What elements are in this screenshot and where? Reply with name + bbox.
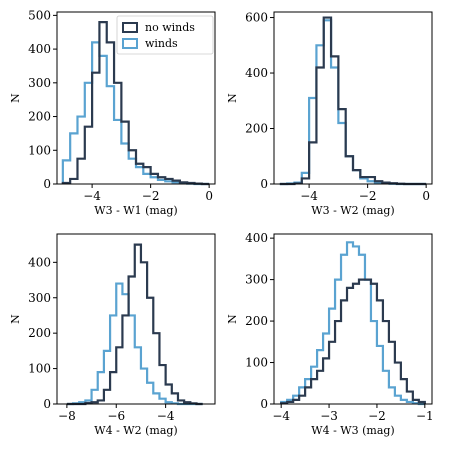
axes-frame: [273, 11, 433, 185]
x-axis-label: W4 - W2 (mag): [94, 424, 177, 437]
y-tick-label: 200: [245, 314, 268, 328]
histogram-no-winds: [66, 243, 203, 406]
legend-swatch-no-winds: [122, 22, 138, 33]
legend-box: [116, 15, 214, 55]
legend-swatch-winds: [122, 38, 138, 49]
y-tick-label: 400: [245, 231, 268, 245]
x-tick-label: −2: [142, 189, 160, 203]
y-tick-label: 0: [260, 177, 268, 191]
x-tick-label: −4: [272, 409, 290, 423]
y-axis-label: N: [226, 93, 239, 103]
x-tick-label: −1: [416, 409, 434, 423]
x-tick-label: −2: [359, 189, 377, 203]
y-tick-label: 100: [245, 356, 268, 370]
chart-panel-2: −4 −2 0 0 200 400 600 W3 - W2 (mag) N: [226, 11, 433, 217]
y-tick-label: 0: [43, 177, 51, 191]
y-tick-label: 300: [245, 273, 268, 287]
histogram-no-winds: [61, 21, 210, 186]
y-tick-label: 400: [28, 42, 51, 56]
y-tick-label: 200: [245, 122, 268, 136]
x-tick-label: −4: [157, 409, 175, 423]
chart-panel-1: −4 −2 0 0 100 200 300 400 500 W3 - W1 (mag) Nno wi…: [9, 8, 216, 217]
y-tick-label: 400: [245, 66, 268, 80]
x-tick-label: −4: [83, 189, 101, 203]
histogram-no-winds: [279, 16, 427, 186]
y-tick-label: 200: [28, 110, 51, 124]
axes-frame: [56, 11, 216, 185]
legend-label-winds: winds: [145, 37, 178, 50]
x-tick-label: 0: [422, 189, 430, 203]
x-tick-label: −3: [320, 409, 338, 423]
axes-frame: [56, 233, 216, 405]
histogram-winds: [66, 282, 203, 406]
y-tick-label: 200: [28, 326, 51, 340]
x-tick-label: 0: [205, 189, 213, 203]
x-tick-label: −6: [107, 409, 125, 423]
y-tick-label: 0: [43, 397, 51, 411]
y-axis-label: N: [9, 314, 22, 324]
y-tick-label: 300: [28, 76, 51, 90]
x-axis-label: W4 - W3 (mag): [311, 424, 394, 437]
x-tick-label: −4: [300, 189, 318, 203]
x-axis-label: W3 - W1 (mag): [94, 204, 177, 217]
y-tick-label: 0: [260, 397, 268, 411]
y-tick-label: 500: [28, 8, 51, 22]
y-tick-label: 600: [245, 11, 268, 25]
y-tick-label: 400: [28, 255, 51, 269]
y-tick-label: 100: [28, 143, 51, 157]
histogram-no-winds: [280, 278, 426, 405]
y-tick-label: 300: [28, 291, 51, 305]
y-axis-label: N: [9, 93, 22, 103]
x-axis-label: W3 - W2 (mag): [311, 204, 394, 217]
y-axis-label: N: [226, 314, 239, 324]
y-tick-label: 100: [28, 362, 51, 376]
chart-panel-4: −4 −3 −2 −1 0 100 200 300 400 W4 - W3 (mag) N: [226, 231, 434, 437]
x-tick-label: −2: [368, 409, 386, 423]
chart-panel-3: −8 −6 −4 0 100 200 300 400 W4 - W2 (mag) N: [9, 233, 216, 437]
x-tick-label: −8: [58, 409, 76, 423]
legend: no winds winds: [116, 15, 214, 55]
legend-label-no-winds: no winds: [145, 21, 195, 34]
axes-frame: [273, 233, 433, 405]
